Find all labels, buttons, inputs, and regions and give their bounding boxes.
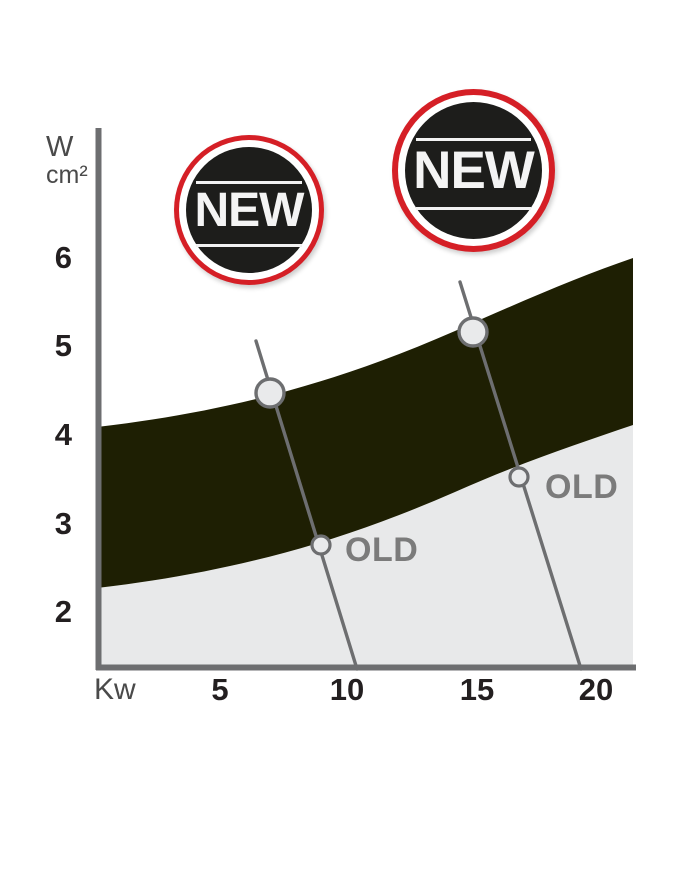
callout-old-1: OLD [345, 531, 419, 569]
badge-rule-top [415, 138, 532, 141]
x-axis-unit-label: Kw [94, 673, 136, 706]
x-tick-label-20: 20 [578, 672, 614, 707]
badge-rule-lines [415, 102, 532, 239]
x-tick-label-10: 10 [329, 672, 365, 707]
badge-disc: NEW [186, 147, 312, 273]
badge-new-big: NEW [392, 89, 555, 252]
marker-new-2 [457, 316, 489, 348]
marker-new-1 [254, 377, 286, 409]
y-axis-unit-denominator: cm² [46, 161, 88, 190]
y-tick-label-3: 3 [54, 506, 72, 541]
area-new-band [97, 258, 633, 588]
y-tick-label-6: 6 [54, 240, 72, 275]
area-old-fill [97, 425, 633, 670]
callout-old-2: OLD [545, 468, 619, 506]
badge-rule-lines [196, 147, 302, 273]
y-tick-label-5: 5 [54, 328, 72, 363]
badge-rule-bottom [415, 207, 532, 210]
x-tick-label-5: 5 [211, 672, 229, 707]
badge-rule-bottom [196, 244, 302, 247]
marker-old-1 [310, 534, 332, 556]
y-axis-unit-label: W cm² [46, 132, 108, 189]
badge-disc: NEW [405, 102, 542, 239]
marker-old-2 [508, 466, 530, 488]
y-axis-unit-numerator: W [46, 131, 74, 163]
y-tick-label-4: 4 [54, 417, 72, 452]
y-tick-label-2: 2 [54, 594, 72, 629]
badge-new-big-text: NEW [413, 141, 535, 200]
x-tick-label-15: 15 [459, 672, 495, 707]
badge-new-small-text: NEW [194, 183, 305, 237]
badge-new-small: NEW [174, 135, 324, 285]
badge-rule-top [196, 181, 302, 184]
